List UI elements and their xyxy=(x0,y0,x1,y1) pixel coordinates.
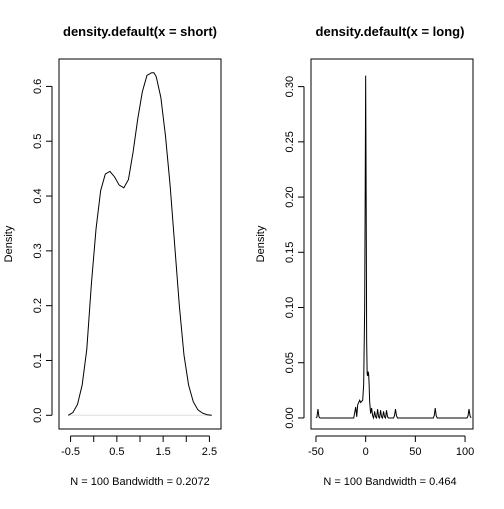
chart-title: density.default(x = short) xyxy=(63,24,217,39)
y-tick-label: 0.3 xyxy=(32,243,44,258)
y-axis-label: Density xyxy=(3,225,15,262)
y-tick-label: 0.2 xyxy=(32,298,44,313)
plot-frame xyxy=(58,58,222,430)
x-axis-label: N = 100 Bandwidth = 0.2072 xyxy=(70,476,209,488)
y-axis: 0.0 0.1 0.2 0.3 0.4 0.5 0.6 xyxy=(32,79,53,423)
y-axis-label: Density xyxy=(255,225,267,262)
y-tick-label: 0.20 xyxy=(284,186,296,207)
density-curve xyxy=(68,72,212,416)
y-tick-label: 0.25 xyxy=(284,131,296,152)
y-tick-label: 0.10 xyxy=(284,297,296,318)
panel-short: density.default(x = short) N = 100 Bandw… xyxy=(3,24,222,488)
x-tick-label: 100 xyxy=(456,446,474,458)
x-tick-label: -50 xyxy=(308,446,324,458)
y-tick-label: 0.0 xyxy=(32,408,44,423)
x-axis-label: N = 100 Bandwidth = 0.464 xyxy=(323,476,456,488)
y-tick-label: 0.6 xyxy=(32,79,44,94)
y-tick-label: 0.30 xyxy=(284,76,296,97)
x-tick-label: 2.5 xyxy=(202,446,217,458)
plot-area xyxy=(315,75,472,420)
x-tick-label: -0.5 xyxy=(61,446,80,458)
x-axis: -50 0 50 100 xyxy=(308,435,474,458)
y-tick-label: 0.1 xyxy=(32,353,44,368)
density-curve xyxy=(315,75,472,420)
y-tick-label: 0.5 xyxy=(32,134,44,149)
y-tick-label: 0.15 xyxy=(284,242,296,263)
panel-long: density.default(x = long) N = 100 Bandwi… xyxy=(255,24,474,488)
plot-area xyxy=(68,72,212,416)
x-tick-label: 0 xyxy=(363,446,369,458)
x-tick-label: 50 xyxy=(409,446,421,458)
plot-frame xyxy=(310,58,474,430)
y-tick-label: 0.00 xyxy=(284,407,296,428)
y-tick-label: 0.05 xyxy=(284,352,296,373)
x-axis: -0.5 0.5 1.5 2.5 xyxy=(61,435,217,458)
x-tick-label: 1.5 xyxy=(155,446,170,458)
x-tick-label: 0.5 xyxy=(109,446,124,458)
y-tick-label: 0.4 xyxy=(32,188,44,203)
y-axis: 0.00 0.05 0.10 0.15 0.20 0.25 0.30 xyxy=(284,76,305,429)
chart-title: density.default(x = long) xyxy=(316,24,465,39)
